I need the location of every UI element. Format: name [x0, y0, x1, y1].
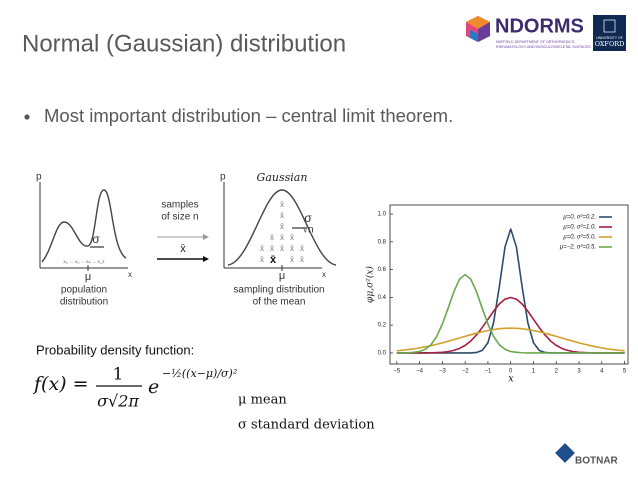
population-diagram	[39, 182, 128, 271]
bullet-dot	[24, 114, 30, 120]
y-tick-label: 0.4	[378, 295, 387, 301]
svg-text:x̄: x̄	[300, 244, 304, 253]
x-tick-label: −5	[393, 369, 401, 375]
svg-text:x̄: x̄	[280, 200, 284, 209]
sigma-note: σ standard deviation	[238, 418, 375, 433]
y-tick-label: 1.0	[378, 212, 387, 218]
x-tick-label: 5	[623, 369, 627, 375]
mu-note: μ mean	[238, 393, 287, 408]
svg-text:x̄: x̄	[270, 233, 274, 242]
svg-text:x̄: x̄	[280, 233, 284, 242]
svg-text:x̄: x̄	[260, 244, 264, 253]
svg-text:x̄: x̄	[290, 233, 294, 242]
axis-label: p	[36, 172, 42, 183]
formula-numerator: 1	[113, 365, 124, 385]
title: Normal (Gaussian) distribution	[22, 30, 346, 57]
mu-label: μ	[85, 271, 91, 283]
svg-text:x̄: x̄	[280, 222, 284, 231]
arrow-caption: samples	[161, 200, 198, 211]
logo-sub: NUFFIELD DEPARTMENT OF ORTHOPAEDICS,	[496, 40, 575, 44]
y-tick-label: 0.2	[378, 323, 387, 329]
axis-label: x	[322, 270, 326, 279]
oxford-logo: UNIVERSITY OF OXFORD	[593, 15, 626, 51]
x-tick-label: −3	[439, 369, 447, 375]
arrow-caption: of size n	[161, 212, 198, 223]
botnar-logo: BOTNAR	[555, 443, 619, 467]
arrows	[157, 234, 209, 262]
xbar-mark: x̄	[270, 254, 277, 266]
sqrt-n-label: √n	[302, 224, 313, 236]
legend-label: μ=0, σ²=0.2,	[562, 215, 596, 221]
sample-values: x₁, ... x₂, ... xₙ, ... x_z	[63, 259, 105, 264]
axis-label: p	[220, 172, 226, 183]
sigma-label: σ	[92, 232, 100, 246]
svg-text:x̄: x̄	[280, 244, 284, 253]
x-tick-label: −4	[416, 369, 424, 375]
formula-base: e	[148, 376, 159, 398]
legend-label: μ=0, σ²=5.0,	[562, 235, 596, 241]
x-tick-label: −1	[485, 369, 493, 375]
density-curve	[396, 327, 625, 352]
logo-text: NDORMS	[495, 15, 584, 37]
y-tick-label: 0.0	[378, 350, 387, 356]
x-tick-label: 2	[555, 369, 559, 375]
axis-label: x	[128, 270, 132, 279]
density-chart: 0.0 0.2 0.4 0.6 0.8 1.0 −5 −4 −3 −2 −1 0 1 2 3 4 5 x φμ,σ²…	[365, 204, 629, 385]
sampling-diagram	[223, 182, 337, 271]
gaussian-label: Gaussian	[257, 171, 308, 184]
formula-lhs: f(x) =	[32, 373, 89, 395]
diagram-caption: of the mean	[253, 297, 306, 308]
x-tick-label: 4	[600, 369, 604, 375]
x-tick-label: 0	[509, 369, 513, 375]
x-axis-label: x	[508, 374, 514, 385]
xbar-stack: x̄x̄x̄ x̄ x̄ x̄ x̄ x̄ x̄ x̄ x̄ x̄ x̄ x̄	[260, 200, 304, 264]
xbar-label: x̄	[180, 243, 186, 255]
legend-label: μ=−2, σ²=0.5,	[559, 245, 596, 251]
mu-label: μ	[279, 270, 285, 282]
svg-text:x̄: x̄	[290, 244, 294, 253]
sigma-label: σ	[304, 211, 312, 225]
formula-heading: Probability density function:	[36, 342, 194, 357]
logo-sub: RHEUMATOLOGY AND MUSCULOSKELETAL SCIENCE…	[496, 45, 591, 49]
formula-denominator: σ√2π	[97, 392, 139, 411]
diagram-caption: sampling distribution	[233, 285, 324, 296]
diagram-caption: distribution	[60, 297, 108, 308]
density-curve	[396, 273, 625, 354]
legend-label: μ=0, σ²=1.0,	[562, 225, 596, 231]
svg-text:x̄: x̄	[290, 255, 294, 264]
svg-text:x̄: x̄	[280, 211, 284, 220]
bullet-text: Most important distribution – central li…	[44, 105, 453, 126]
formula-exponent: −½((x−μ)/σ)²	[162, 367, 237, 380]
svg-text:x̄: x̄	[260, 255, 264, 264]
y-tick-label: 0.8	[378, 239, 387, 245]
x-tick-label: 1	[532, 369, 536, 375]
svg-text:x̄: x̄	[270, 244, 274, 253]
logo-text: OXFORD	[595, 40, 625, 48]
y-tick-label: 0.6	[378, 267, 387, 273]
svg-text:x̄: x̄	[300, 255, 304, 264]
x-tick-label: 3	[577, 369, 581, 375]
x-tick-label: −2	[462, 369, 470, 375]
logo-sub: UNIVERSITY OF	[596, 36, 623, 40]
footer-logo: BOTNAR	[575, 456, 619, 467]
y-axis-label: φμ,σ²(x)	[365, 266, 376, 303]
diagram-caption: population	[61, 285, 107, 296]
plot-frame	[389, 204, 629, 365]
ndorms-logo: NDORMS NUFFIELD DEPARTMENT OF ORTHOPAEDI…	[466, 15, 591, 49]
